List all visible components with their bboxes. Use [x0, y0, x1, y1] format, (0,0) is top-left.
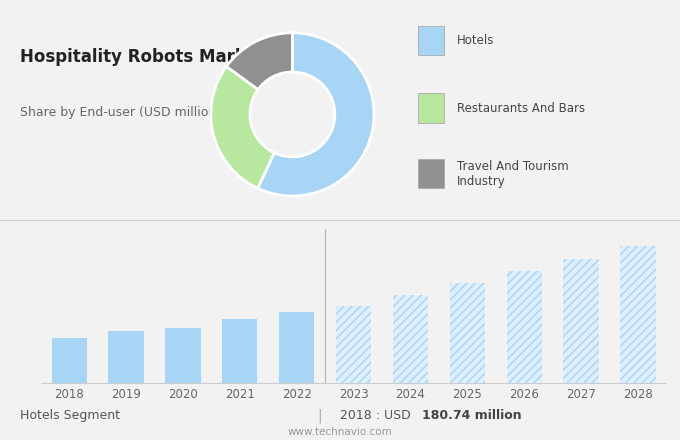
Text: Hotels: Hotels [457, 34, 494, 47]
Bar [449, 283, 485, 383]
Text: Travel And Tourism
Industry: Travel And Tourism Industry [457, 160, 569, 187]
Bar [52, 338, 87, 383]
Bar [109, 330, 143, 383]
Bar [165, 328, 201, 383]
Bar [418, 159, 444, 188]
Wedge shape [211, 66, 274, 188]
Bar [620, 246, 656, 383]
Bar [620, 246, 656, 383]
Text: 2018 : USD: 2018 : USD [340, 409, 415, 422]
Text: Share by End-user (USD million): Share by End-user (USD million) [20, 106, 222, 119]
Text: www.technavio.com: www.technavio.com [288, 427, 392, 437]
Bar [449, 283, 485, 383]
Bar [507, 271, 542, 383]
Bar [279, 312, 314, 383]
Bar [507, 271, 542, 383]
Text: 180.74 million: 180.74 million [422, 409, 522, 422]
Bar [222, 319, 258, 383]
Bar [336, 306, 371, 383]
Text: Hotels Segment: Hotels Segment [20, 409, 120, 422]
Bar [336, 306, 371, 383]
Bar [418, 93, 444, 123]
Bar [564, 259, 598, 383]
Text: Hospitality Robots Market: Hospitality Robots Market [20, 48, 265, 66]
Bar [393, 295, 428, 383]
Bar [564, 259, 598, 383]
Text: |: | [318, 409, 322, 423]
Text: Restaurants And Bars: Restaurants And Bars [457, 102, 585, 114]
Wedge shape [226, 33, 292, 89]
Wedge shape [258, 33, 374, 196]
Bar [393, 295, 428, 383]
Bar [418, 26, 444, 55]
